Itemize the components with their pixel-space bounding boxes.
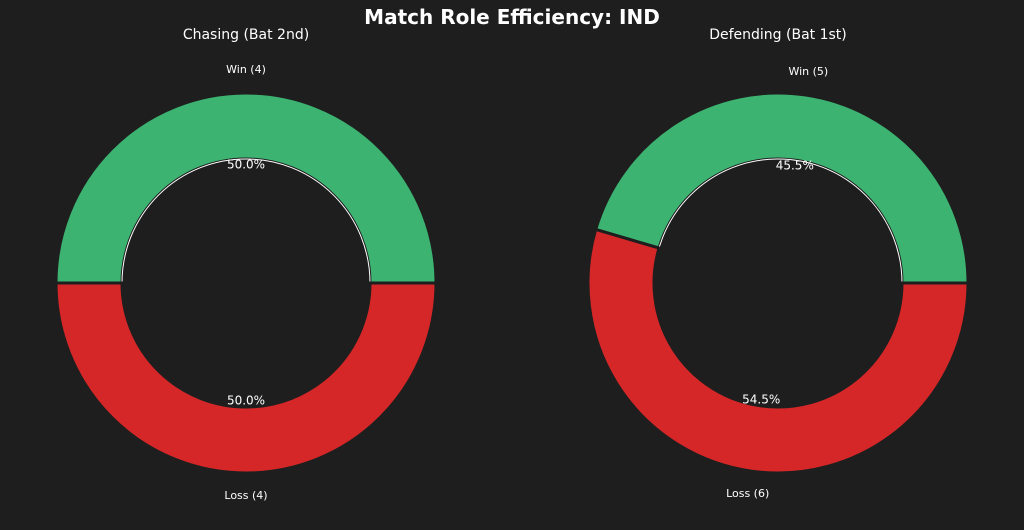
chart-title: Match Role Efficiency: IND <box>364 5 660 29</box>
defending-win-label: Win (5) <box>788 65 828 78</box>
defending-loss-percent-label: 54.5% <box>742 392 780 406</box>
subplot-title-defending: Defending (Bat 1st) <box>709 27 847 43</box>
subplot-title-chasing: Chasing (Bat 2nd) <box>183 27 309 43</box>
chasing-win-slice <box>54 91 438 285</box>
donut-panel-chasing: Chasing (Bat 2nd) Win (4) 50.0% Loss (4) 50… <box>54 27 438 502</box>
defending-win-percent-label: 45.5% <box>776 159 814 173</box>
chasing-loss-label: Loss (4) <box>224 489 267 502</box>
chasing-win-label: Win (4) <box>226 63 266 76</box>
chasing-win-percent-label: 50.0% <box>227 158 265 172</box>
chasing-loss-slice <box>54 281 438 475</box>
chasing-loss-percent-label: 50.0% <box>227 394 265 408</box>
defending-loss-slice <box>586 227 970 475</box>
defending-loss-label: Loss (6) <box>726 487 769 500</box>
donut-panel-defending: Defending (Bat 1st) Win (5) 45.5% Loss (6)… <box>586 27 970 500</box>
